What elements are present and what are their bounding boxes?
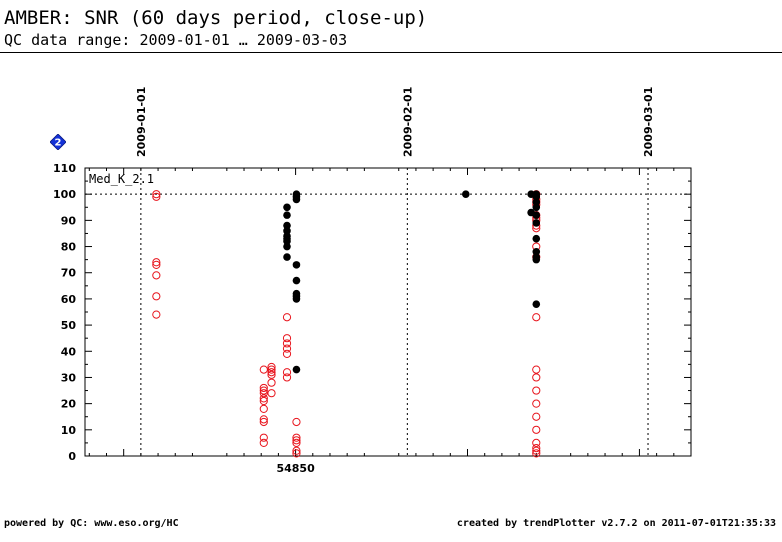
data-point-open: [259, 404, 268, 413]
data-point-filled: [532, 203, 541, 212]
data-point-open: [259, 396, 268, 406]
data-point-open: [259, 438, 268, 448]
data-point-filled: [292, 365, 301, 374]
data-point-open: [282, 313, 292, 322]
data-point-filled: [292, 195, 301, 204]
data-point-open: [532, 446, 541, 455]
footer-powered-by: powered by QC: www.eso.org/HC: [4, 518, 179, 529]
panel-label: Med_K_2.1: [89, 172, 154, 186]
data-point-open: [282, 334, 292, 343]
data-point-filled: [461, 190, 470, 198]
data-point-open: [532, 373, 541, 382]
data-point-open: [259, 365, 268, 374]
data-point-open: [532, 438, 541, 448]
data-point-open: [282, 339, 292, 348]
data-point-filled: [532, 300, 541, 308]
svg-text:2: 2: [55, 138, 62, 149]
data-point-open: [152, 271, 161, 280]
data-point-filled: [532, 198, 541, 206]
data-point-open: [282, 349, 292, 358]
y-tick-label: 20: [61, 398, 77, 411]
y-tick-label: 50: [61, 319, 77, 332]
data-point-open: [259, 386, 268, 395]
data-point-open: [267, 389, 276, 398]
y-tick-label: 70: [61, 267, 77, 280]
data-point-open: [259, 389, 268, 398]
data-point-filled: [283, 221, 291, 230]
y-tick-label: 100: [53, 188, 76, 201]
data-point-open: [532, 365, 541, 374]
y-tick-label: 90: [61, 214, 77, 227]
chart-title: AMBER: SNR (60 days period, close-up): [4, 7, 428, 29]
data-point-filled: [532, 255, 541, 264]
data-point-filled: [292, 295, 301, 303]
data-point-open: [292, 417, 301, 427]
data-point-open: [532, 399, 541, 408]
data-point-open: [259, 417, 268, 427]
y-tick-label: 10: [61, 424, 77, 437]
data-point-open: [152, 190, 161, 199]
data-point-open: [532, 313, 541, 322]
y-tick-label: 80: [61, 241, 77, 254]
help-diamond-icon[interactable]: 2: [50, 134, 66, 150]
data-point-open: [532, 425, 541, 434]
y-tick-label: 40: [61, 345, 77, 358]
data-point-open: [267, 368, 276, 377]
plot-frame: [84, 167, 692, 457]
data-point-open: [292, 433, 301, 442]
data-point-open: [282, 368, 292, 377]
data-point-open: [292, 449, 301, 458]
data-point-open: [259, 394, 268, 403]
data-point-filled: [283, 203, 291, 212]
data-point-open: [267, 365, 276, 374]
data-point-open: [152, 292, 161, 301]
date-marker-label: 2009-03-01: [642, 87, 655, 157]
data-point-open: [282, 373, 292, 382]
date-marker-label: 2009-01-01: [135, 87, 148, 157]
data-point-filled: [532, 219, 541, 227]
date-marker-label: 2009-02-01: [401, 87, 414, 157]
data-point-open: [259, 415, 268, 424]
data-point-filled: [283, 227, 291, 235]
data-point-open: [259, 433, 268, 442]
data-point-filled: [283, 211, 291, 219]
data-point-open: [292, 446, 301, 455]
data-point-open: [532, 449, 541, 458]
footer-created-by: created by trendPlotter v2.7.2 on 2011-0…: [456, 518, 776, 529]
x-tick-label: 54850: [276, 462, 315, 475]
data-point-open: [532, 412, 541, 421]
header-divider: [0, 52, 782, 53]
chart-subtitle: QC data range: 2009-01-01 … 2009-03-03: [4, 31, 348, 49]
data-point-filled: [292, 261, 301, 269]
data-point-filled: [532, 247, 541, 256]
data-point-filled: [283, 242, 291, 251]
data-point-open: [152, 258, 161, 267]
data-point-open: [292, 436, 301, 445]
data-point-open: [292, 438, 301, 448]
y-tick-label: 60: [61, 293, 77, 306]
data-point-open: [152, 192, 161, 201]
data-point-filled: [283, 253, 291, 261]
data-point-filled: [532, 193, 541, 201]
data-point-open: [259, 383, 268, 393]
data-point-open: [267, 370, 276, 379]
y-tick-label: 110: [53, 162, 76, 175]
data-point-open: [267, 378, 276, 387]
data-point-open: [282, 344, 292, 353]
data-point-open: [532, 386, 541, 395]
data-point-open: [267, 362, 276, 372]
data-point-open: [532, 444, 541, 453]
y-tick-label: 30: [61, 371, 77, 384]
data-point-filled: [283, 237, 291, 246]
y-tick-label: 0: [68, 450, 76, 463]
data-point-filled: [292, 276, 301, 285]
data-point-filled: [532, 211, 541, 219]
data-point-filled: [532, 234, 541, 243]
data-point-open: [152, 260, 161, 269]
data-point-open: [152, 310, 161, 319]
